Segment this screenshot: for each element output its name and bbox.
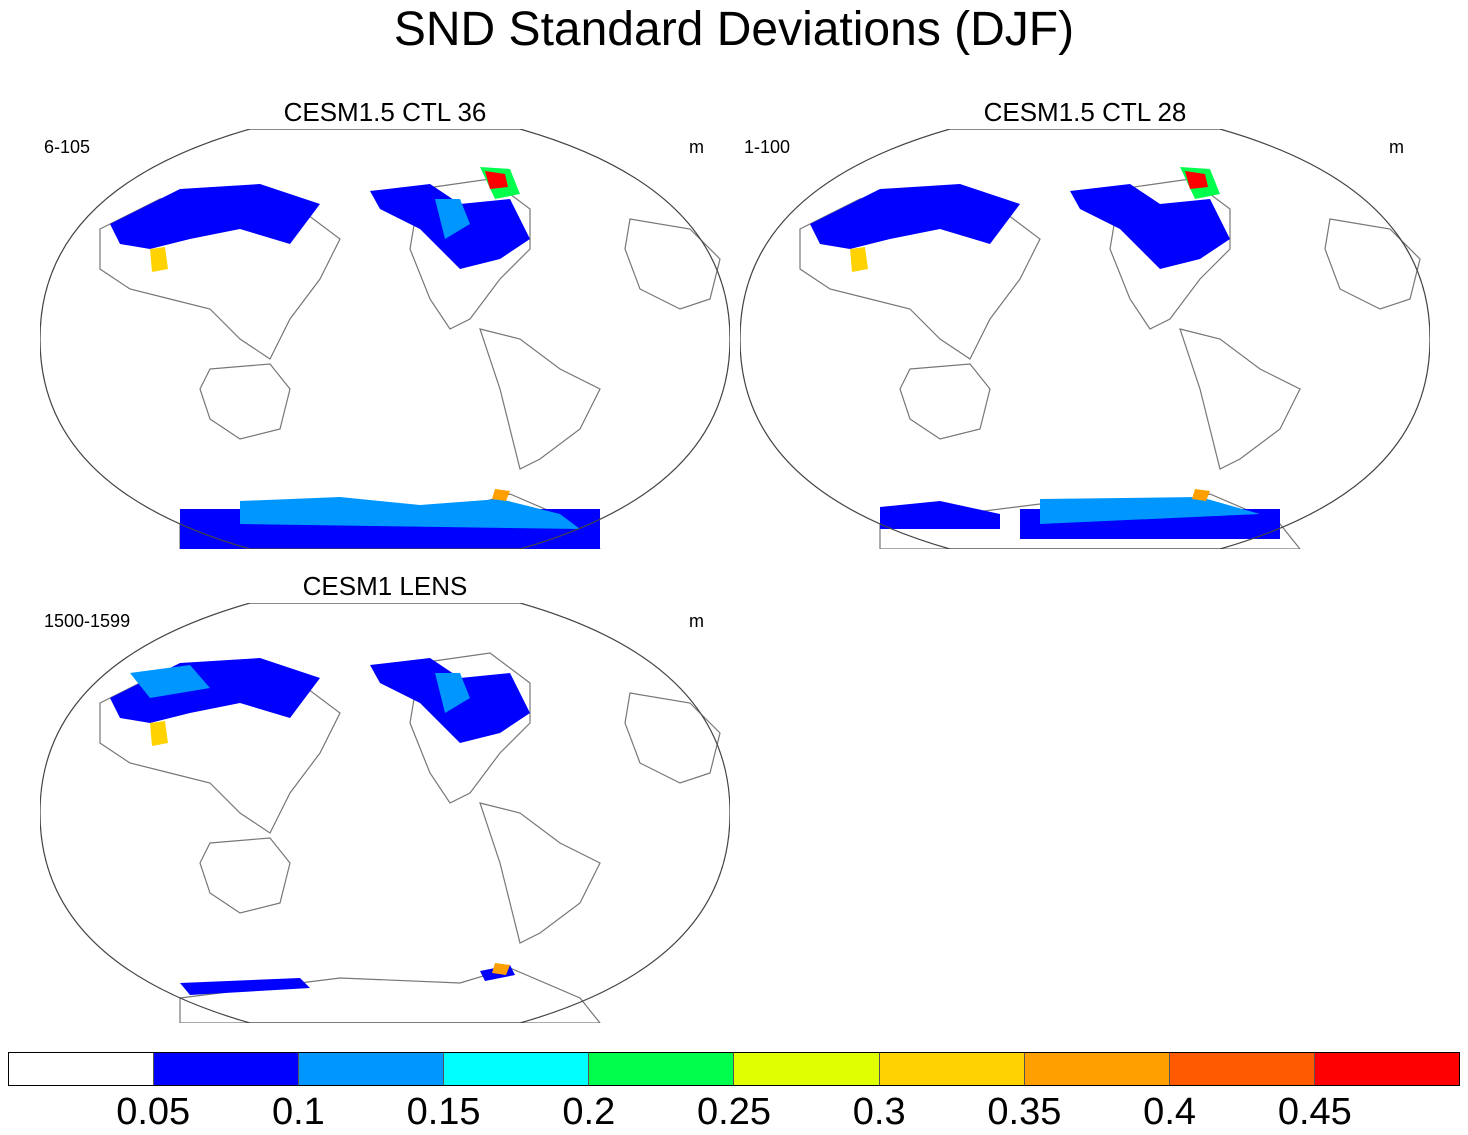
colorbar-box-9 — [1314, 1053, 1459, 1085]
map-panel-lens: CESM1 LENS 1500-1599 m — [40, 571, 730, 1031]
colorbar-labels: 0.05 0.1 0.15 0.2 0.25 0.3 0.35 0.4 0.45 — [8, 1090, 1460, 1134]
colorbar-box-8 — [1169, 1053, 1315, 1085]
colorbar-box-0 — [9, 1053, 155, 1085]
panel-units-label: m — [689, 611, 704, 631]
panel-units-label: m — [1389, 137, 1404, 157]
colorbar-tick-label: 0.1 — [271, 1091, 325, 1133]
panel-title: CESM1 LENS — [302, 571, 468, 601]
world-map — [40, 129, 730, 549]
colorbar-tick-label: 0.35 — [987, 1091, 1062, 1133]
colorbar — [8, 1052, 1460, 1086]
world-map — [740, 129, 1430, 549]
world-map — [40, 603, 730, 1023]
map-panel-ctl28: CESM1.5 CTL 28 1-100 m — [740, 97, 1430, 557]
colorbar-tick-label: 0.05 — [116, 1091, 191, 1133]
colorbar-box-1 — [154, 1053, 300, 1085]
colorbar-tick-label: 0.2 — [562, 1091, 616, 1133]
colorbar-box-7 — [1024, 1053, 1170, 1085]
map-boundary — [740, 129, 1430, 549]
panel-years-label: 6-105 — [44, 137, 91, 157]
map-panel-ctl36: CESM1.5 CTL 36 6-105 m — [40, 97, 730, 557]
colorbar-box-2 — [299, 1053, 445, 1085]
panel-units-label: m — [689, 137, 704, 157]
colorbar-tick-label: 0.15 — [406, 1091, 481, 1133]
figure-title: SND Standard Deviations (DJF) — [393, 3, 1075, 56]
snow-field — [110, 167, 600, 549]
panel-years-label: 1500-1599 — [44, 611, 131, 631]
colorbar-tick-label: 0.25 — [697, 1091, 771, 1133]
colorbar-box-4 — [589, 1053, 735, 1085]
colorbar-tick-label: 0.3 — [852, 1091, 906, 1133]
map-boundary — [40, 129, 730, 549]
panel-title: CESM1.5 CTL 28 — [983, 97, 1187, 127]
colorbar-box-6 — [879, 1053, 1025, 1085]
snow-field — [110, 658, 530, 995]
panel-years-label: 1-100 — [744, 137, 791, 157]
colorbar-box-3 — [444, 1053, 590, 1085]
colorbar-tick-label: 0.4 — [1143, 1091, 1197, 1133]
colorbar-tick-label: 0.45 — [1277, 1091, 1352, 1133]
snow-field — [810, 167, 1280, 539]
colorbar-box-5 — [734, 1053, 880, 1085]
panel-title: CESM1.5 CTL 36 — [283, 97, 487, 127]
map-boundary — [40, 603, 730, 1023]
